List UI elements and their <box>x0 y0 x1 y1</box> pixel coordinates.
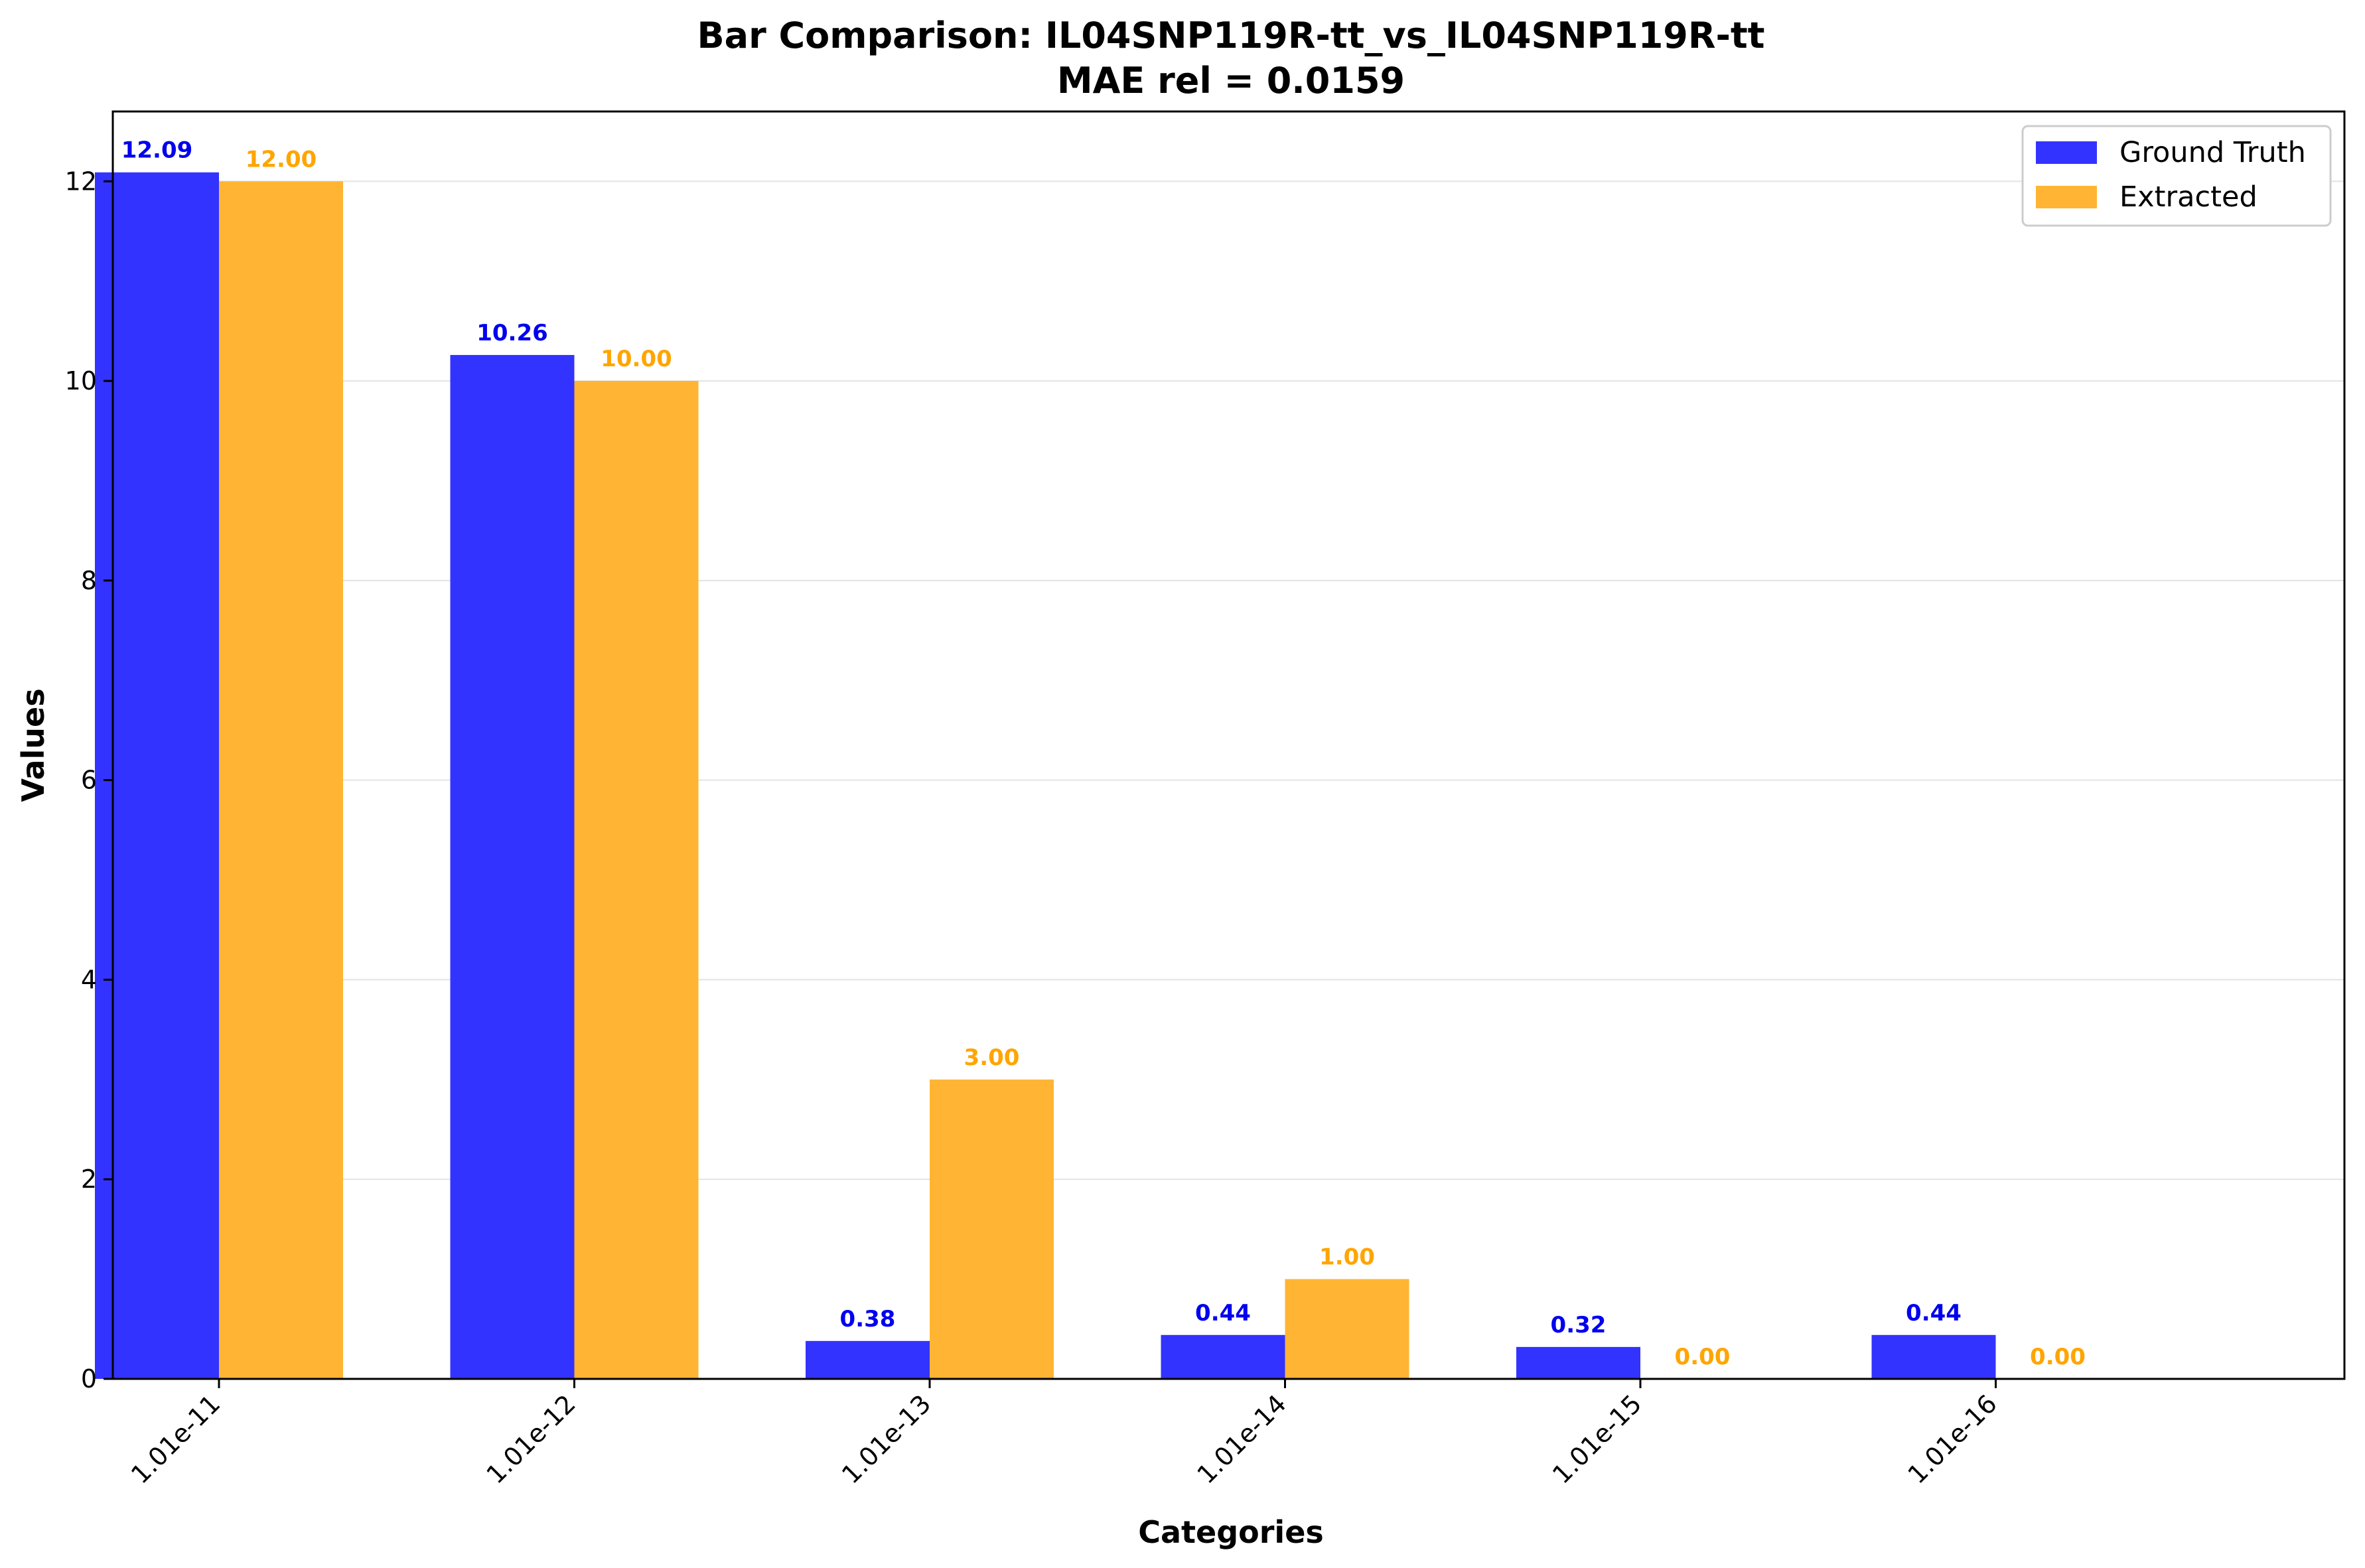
bar-ground-truth <box>450 354 575 1379</box>
y-tick-label: 0 <box>81 1364 97 1393</box>
bar-extracted <box>219 181 343 1379</box>
bar-ground-truth <box>1161 1334 1285 1379</box>
bar-extracted <box>930 1079 1054 1379</box>
legend-label-ground-truth: Ground Truth <box>2119 136 2306 169</box>
data-label-extracted: 12.00 <box>246 146 317 173</box>
legend: Ground Truth Extracted <box>2021 125 2332 227</box>
legend-label-extracted: Extracted <box>2119 180 2258 214</box>
data-label-ground-truth: 0.44 <box>1195 1300 1251 1326</box>
y-tick-label: 4 <box>81 965 97 994</box>
bar-ground-truth <box>95 172 219 1380</box>
bar-extracted <box>1285 1279 1409 1379</box>
legend-swatch-extracted <box>2036 186 2097 208</box>
bars <box>95 172 1996 1380</box>
data-label-ground-truth: 0.32 <box>1551 1312 1607 1338</box>
data-label-extracted: 3.00 <box>964 1044 1020 1071</box>
y-axis-label: Values <box>15 688 51 802</box>
chart-subtitle: MAE rel = 0.0159 <box>1057 60 1405 102</box>
x-axis-label: Categories <box>1138 1514 1324 1550</box>
y-axis: 0 2 4 6 8 10 12 <box>65 167 113 1393</box>
legend-swatch-ground-truth <box>2036 141 2097 164</box>
data-label-extracted: 1.00 <box>1319 1244 1375 1271</box>
data-label-extracted: 0.00 <box>2030 1344 2086 1370</box>
legend-frame <box>2021 125 2332 227</box>
bar-extracted <box>574 381 699 1379</box>
plot-frame <box>111 110 2346 1380</box>
y-tick-label: 8 <box>81 566 97 595</box>
y-tick-label: 6 <box>81 766 97 795</box>
y-tick-label: 10 <box>65 366 97 395</box>
data-label-ground-truth: 12.09 <box>121 137 193 164</box>
chart-title: Bar Comparison: IL04SNP119R-tt_vs_IL04SN… <box>697 15 1765 56</box>
data-label-extracted: 10.00 <box>601 346 672 372</box>
data-label-ground-truth: 0.44 <box>1906 1300 1962 1326</box>
data-label-ground-truth: 10.26 <box>476 320 548 346</box>
data-labels: 12.09 12.00 10.26 10.00 0.38 3.00 0.44 1.00 0.32… <box>121 137 2086 1370</box>
y-tick-label: 2 <box>81 1165 97 1194</box>
bar-ground-truth <box>1516 1346 1640 1379</box>
bar-ground-truth <box>806 1340 930 1379</box>
data-label-extracted: 0.00 <box>1675 1344 1731 1370</box>
bar-ground-truth <box>1871 1334 1996 1379</box>
data-label-ground-truth: 0.38 <box>840 1306 896 1332</box>
y-tick-label: 12 <box>65 167 97 196</box>
